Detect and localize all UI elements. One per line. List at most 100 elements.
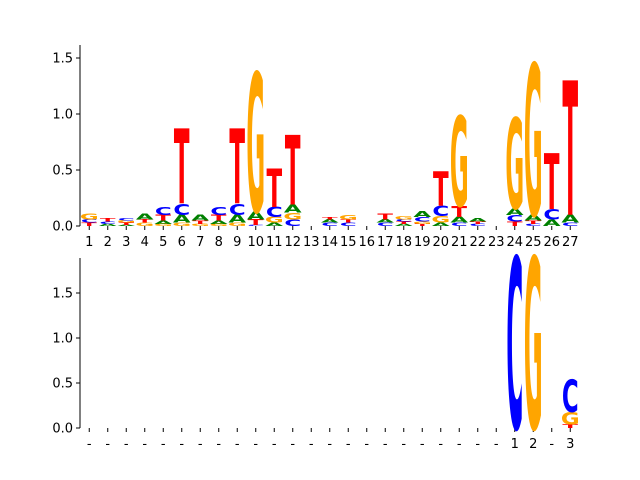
logo-letter-a: A [154, 220, 172, 225]
logo-letter-c: C [284, 218, 301, 229]
x-tick-label: - [290, 437, 295, 452]
logo-letter-c: C [377, 222, 394, 227]
logo-letter-a: A [432, 222, 450, 227]
x-tick-label: 5 [159, 235, 167, 250]
logo-letter-a: A [173, 213, 191, 226]
y-tick-label: 0.0 [52, 422, 73, 437]
logo-letter-a: A [191, 214, 210, 223]
x-tick-label: 21 [451, 235, 468, 250]
x-tick-label: - [383, 437, 388, 452]
logo-letter-c: C [81, 218, 98, 223]
logo-letter-t: T [507, 220, 523, 227]
x-tick-label: - [346, 437, 351, 452]
logo-letter-c: C [506, 214, 523, 225]
x-tick-label: - [401, 437, 406, 452]
x-tick-label: 8 [215, 235, 223, 250]
x-tick-label: 4 [141, 235, 149, 250]
logo-letter-c: C [543, 207, 560, 223]
logo-letter-g: G [561, 408, 580, 428]
x-tick-label: 6 [178, 235, 186, 250]
logo-letter-a: A [413, 210, 432, 219]
logo-letter-g: G [505, 94, 524, 239]
x-tick-label: 20 [432, 235, 449, 250]
x-tick-label: 17 [377, 235, 394, 250]
logo-letter-g: G [394, 215, 413, 220]
x-tick-label: - [105, 437, 110, 452]
x-tick-label: - [161, 437, 166, 452]
logo-letter-g: G [450, 92, 469, 235]
logo-letter-c: C [506, 211, 523, 480]
x-tick-label: 16 [358, 235, 375, 250]
x-tick-label: 1 [85, 235, 93, 250]
logo-letter-g: G [246, 35, 265, 257]
x-tick-label: - [179, 437, 184, 452]
logo-letter-g: G [265, 216, 284, 225]
x-tick-label: 11 [266, 235, 283, 250]
logo-letter-c: C [340, 222, 357, 227]
x-tick-label: - [198, 437, 203, 452]
logo-letter-c: C [173, 201, 190, 219]
logo-letter-t: T [322, 216, 339, 220]
y-tick-label: 0.5 [52, 377, 73, 392]
logo-letter-c: C [432, 203, 449, 219]
logo-letter-g: G [228, 222, 247, 227]
x-tick-label: 9 [233, 235, 241, 250]
logo-letter-g: G [413, 221, 432, 225]
logo-letter-a: A [321, 218, 339, 223]
logo-letter-g: G [339, 213, 358, 220]
y-tick-label: 1.5 [52, 52, 73, 67]
logo-letter-t: T [100, 217, 117, 222]
x-tick-label: 19 [414, 235, 431, 250]
logo-letter-t: T [470, 221, 487, 225]
x-tick-label: 10 [247, 235, 264, 250]
x-tick-label: - [124, 437, 129, 452]
logo-letter-g: G [154, 223, 173, 227]
logo-letter-c: C [562, 222, 579, 227]
logo-letter-a: A [136, 213, 155, 222]
logo-letter-c: C [451, 222, 468, 227]
logo-letter-a: A [99, 223, 117, 227]
x-tick-label: - [438, 437, 443, 452]
logo-letter-t: T [155, 214, 171, 223]
logo-letter-g: G [283, 211, 302, 222]
logo-letter-t: T [562, 424, 579, 430]
logo-letter-a: A [561, 213, 579, 226]
logo-letter-a: A [524, 214, 543, 223]
logo-letter-c: C [229, 201, 246, 219]
logo-letter-g: G [172, 222, 191, 227]
logo-letter-t: T [229, 108, 245, 228]
x-tick-label: 25 [525, 235, 542, 250]
logo-letter-a: A [376, 218, 394, 223]
logo-letter-a: A [117, 225, 135, 227]
y-tick-label: 1.0 [52, 108, 73, 123]
logo-letter-t: T [433, 161, 449, 217]
x-tick-label: - [494, 437, 499, 452]
logo-letter-a: A [506, 207, 524, 218]
x-tick-label: - [235, 437, 240, 452]
x-tick-label: - [142, 437, 147, 452]
logo-letter-t: T [81, 222, 98, 227]
x-tick-label: - [309, 437, 314, 452]
logo-letter-c: C [469, 223, 486, 227]
logo-letter-g: G [80, 213, 99, 222]
logo-letter-g: G [524, 22, 543, 264]
x-tick-label: 3 [122, 235, 130, 250]
logo-letter-c: C [155, 205, 172, 218]
top-logo-panel: 0.00.51.01.51 2 3 4 5 6 7 8 9 10 11 12 13 14 15 16 17 18 1… [52, 22, 579, 264]
logo-letter-c: C [525, 223, 542, 227]
x-tick-label: - [420, 437, 425, 452]
logo-letter-c: C [414, 216, 431, 223]
y-tick-label: 1.0 [52, 332, 73, 347]
logo-letter-g: G [135, 222, 154, 227]
logo-letter-t: T [396, 221, 413, 225]
x-tick-label: - [364, 437, 369, 452]
logo-letter-t: T [377, 213, 393, 222]
logo-letter-g: G [431, 215, 450, 226]
logo-letter-a: A [265, 222, 283, 227]
logo-letter-t: T [285, 118, 301, 228]
logo-letter-c: C [247, 225, 264, 227]
logo-letter-a: A [395, 223, 413, 227]
logo-letter-a: A [228, 213, 246, 226]
logo-letter-c: C [210, 205, 227, 218]
